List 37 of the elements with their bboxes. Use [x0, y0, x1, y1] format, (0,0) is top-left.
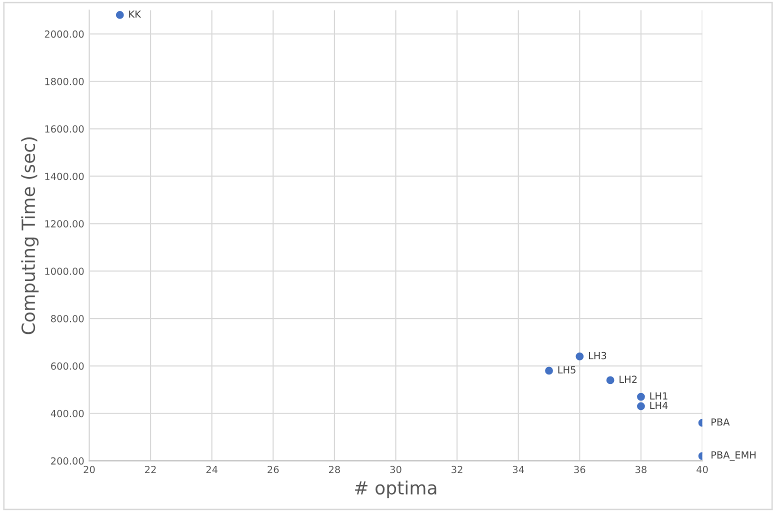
point	[606, 376, 614, 384]
annotation: LH3	[588, 352, 606, 360]
y-tick-label: 400.00	[50, 410, 84, 418]
x-tick-label: 36	[574, 466, 586, 474]
annotation: PBA_EMH	[712, 451, 756, 461]
x-tick-label: 22	[145, 466, 156, 474]
x-tick-label: 24	[206, 466, 218, 474]
x-tick-label: 30	[390, 466, 402, 474]
point	[637, 392, 645, 401]
annotation: PBA	[712, 418, 730, 426]
y-tick-label: 1000.00	[45, 268, 84, 275]
y-tick-label: 1200.00	[45, 220, 84, 228]
y-axis-title: Computing Time (sec)	[21, 137, 39, 334]
y-tick-label: 1800.00	[45, 78, 84, 86]
x-axis-title: # optima	[355, 480, 436, 498]
y-tick-label: 200.00	[51, 457, 84, 465]
y-tick-label: 1400.00	[45, 172, 84, 180]
point	[116, 11, 124, 19]
annotation: KK	[129, 10, 142, 18]
x-tick-label: 40	[696, 466, 708, 474]
y-tick-label: 2000.00	[44, 30, 84, 38]
annotation: LH4	[650, 402, 668, 409]
y-tick-label: 800.00	[51, 314, 84, 322]
annotation: LH5	[558, 366, 576, 374]
annotation: LH2	[620, 376, 637, 383]
x-tick-label: 28	[328, 466, 340, 474]
y-tick-label: 1600.00	[45, 125, 84, 133]
x-tick-label: 38	[636, 466, 646, 474]
annotation: LH1	[650, 392, 668, 400]
x-tick-label: 26	[268, 466, 279, 474]
x-tick-label: 34	[512, 466, 524, 474]
point	[576, 352, 584, 360]
x-tick-label: 20	[84, 466, 95, 474]
y-tick-label: 600.00	[51, 362, 84, 370]
x-tick-label: 32	[452, 466, 462, 474]
point	[637, 402, 645, 410]
point	[545, 366, 553, 375]
